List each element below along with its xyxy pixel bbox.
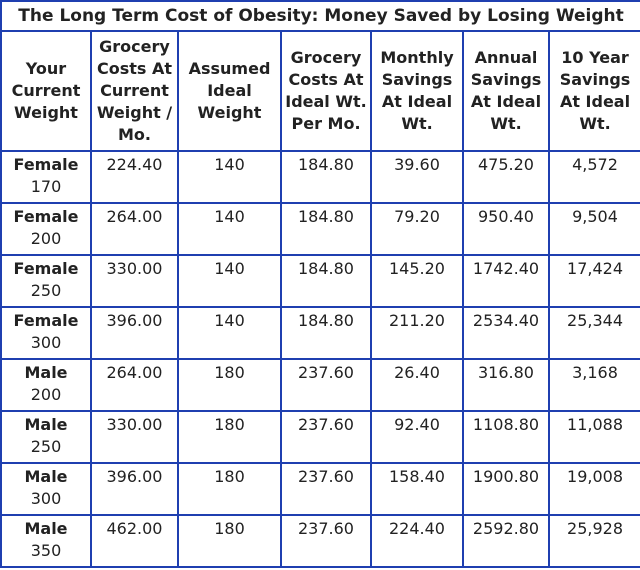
gender: Male (24, 519, 68, 538)
value-cell: 237.60 (280, 462, 372, 516)
header-cell: Your Current Weight (0, 30, 92, 152)
header-cell: Grocery Costs At Ideal Wt. Per Mo. (280, 30, 372, 152)
header-cell: Annual Savings At Ideal Wt. (462, 30, 550, 152)
gender: Female (13, 207, 79, 226)
value-cell: 39.60 (370, 150, 464, 204)
value-cell: 330.00 (90, 254, 179, 308)
value-cell: 4,572 (547, 150, 640, 204)
value-cell: 396.00 (90, 462, 179, 516)
header-row: Your Current Weight Grocery Costs At Curr… (0, 30, 640, 152)
gender: Female (13, 259, 79, 278)
value-cell: 180 (177, 410, 282, 464)
value-cell: 316.80 (462, 358, 550, 412)
weight: 250 (30, 437, 62, 456)
header-cell: Assumed Ideal Weight (177, 30, 282, 152)
value-cell: 140 (177, 150, 282, 204)
value-cell: 211.20 (370, 306, 464, 360)
header-cell: 10 Year Savings At Ideal Wt. (547, 30, 640, 152)
value-cell: 9,504 (547, 202, 640, 256)
value-cell: 184.80 (280, 306, 372, 360)
value-cell: 180 (177, 462, 282, 516)
value-cell: 25,928 (547, 514, 640, 568)
weight-cell: Female 170 (0, 150, 92, 204)
value-cell: 950.40 (462, 202, 550, 256)
value-cell: 26.40 (370, 358, 464, 412)
gender: Male (24, 363, 68, 382)
value-cell: 11,088 (547, 410, 640, 464)
value-cell: 184.80 (280, 202, 372, 256)
value-cell: 180 (177, 358, 282, 412)
value-cell: 237.60 (280, 410, 372, 464)
gender: Female (13, 311, 79, 330)
weight: 300 (30, 333, 62, 352)
value-cell: 1900.80 (462, 462, 550, 516)
value-cell: 475.20 (462, 150, 550, 204)
value-cell: 17,424 (547, 254, 640, 308)
value-cell: 237.60 (280, 358, 372, 412)
weight-cell: Female 250 (0, 254, 92, 308)
table-row: Female 300 396.00 140 184.80 211.20 2534.40 25,… (0, 306, 640, 360)
value-cell: 180 (177, 514, 282, 568)
value-cell: 140 (177, 306, 282, 360)
value-cell: 92.40 (370, 410, 464, 464)
value-cell: 224.40 (90, 150, 179, 204)
weight-cell: Male 200 (0, 358, 92, 412)
gender: Female (13, 155, 79, 174)
table-body: Female 170 224.40 140 184.80 39.60 475.20 4,572… (0, 150, 640, 568)
value-cell: 79.20 (370, 202, 464, 256)
table-row: Male 200 264.00 180 237.60 26.40 316.80 3,168 (0, 358, 640, 412)
table-row: Female 250 330.00 140 184.80 145.20 1742.40 17,… (0, 254, 640, 308)
weight: 350 (30, 541, 62, 560)
table-row: Male 250 330.00 180 237.60 92.40 1108.80 11,088 (0, 410, 640, 464)
weight-cell: Male 350 (0, 514, 92, 568)
value-cell: 2592.80 (462, 514, 550, 568)
value-cell: 330.00 (90, 410, 179, 464)
value-cell: 158.40 (370, 462, 464, 516)
value-cell: 462.00 (90, 514, 179, 568)
header-cell: Monthly Savings At Ideal Wt. (370, 30, 464, 152)
value-cell: 396.00 (90, 306, 179, 360)
header-cell: Grocery Costs At Current Weight / Mo. (90, 30, 179, 152)
gender: Male (24, 467, 68, 486)
value-cell: 2534.40 (462, 306, 550, 360)
table-row: Female 200 264.00 140 184.80 79.20 950.40 9,504 (0, 202, 640, 256)
value-cell: 140 (177, 202, 282, 256)
value-cell: 264.00 (90, 358, 179, 412)
weight: 200 (30, 229, 62, 248)
value-cell: 145.20 (370, 254, 464, 308)
weight-cell: Male 250 (0, 410, 92, 464)
value-cell: 224.40 (370, 514, 464, 568)
weight: 170 (30, 177, 62, 196)
value-cell: 184.80 (280, 254, 372, 308)
value-cell: 237.60 (280, 514, 372, 568)
weight: 200 (30, 385, 62, 404)
weight-cell: Male 300 (0, 462, 92, 516)
value-cell: 140 (177, 254, 282, 308)
weight-cell: Female 200 (0, 202, 92, 256)
value-cell: 264.00 (90, 202, 179, 256)
table-row: Male 300 396.00 180 237.60 158.40 1900.80 19,00… (0, 462, 640, 516)
table-row: Male 350 462.00 180 237.60 224.40 2592.80 25,92… (0, 514, 640, 568)
weight: 250 (30, 281, 62, 300)
value-cell: 1108.80 (462, 410, 550, 464)
value-cell: 25,344 (547, 306, 640, 360)
value-cell: 184.80 (280, 150, 372, 204)
value-cell: 1742.40 (462, 254, 550, 308)
table-title: The Long Term Cost of Obesity: Money Sav… (0, 0, 640, 32)
weight-cell: Female 300 (0, 306, 92, 360)
table-row: Female 170 224.40 140 184.80 39.60 475.20 4,572 (0, 150, 640, 204)
value-cell: 19,008 (547, 462, 640, 516)
value-cell: 3,168 (547, 358, 640, 412)
gender: Male (24, 415, 68, 434)
weight: 300 (30, 489, 62, 508)
